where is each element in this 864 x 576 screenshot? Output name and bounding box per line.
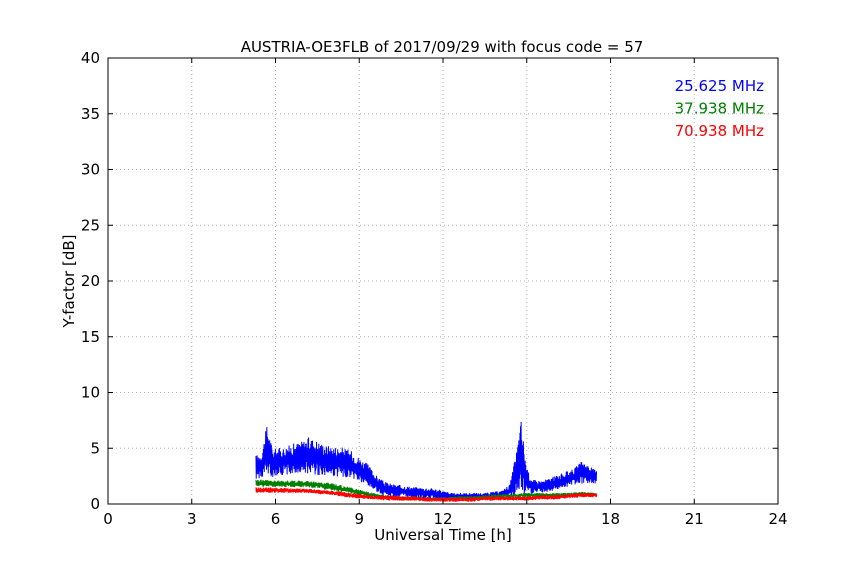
y-tick-label: 35 [81,105,100,123]
legend-entry: 70.938 MHz [675,122,764,140]
x-tick-label: 3 [187,510,197,528]
x-tick-label: 15 [517,510,536,528]
x-tick-label: 0 [103,510,113,528]
legend: 25.625 MHz 37.938 MHz 70.938 MHz [675,77,764,140]
chart-title: AUSTRIA-OE3FLB of 2017/09/29 with focus … [241,38,644,56]
series-group [255,421,598,502]
x-tick-label: 18 [601,510,620,528]
y-tick-label: 10 [81,384,100,402]
y-axis-label: Y-factor [dB] [60,234,78,328]
x-tick-label: 6 [271,510,281,528]
legend-entry: 25.625 MHz [675,77,764,95]
legend-entry: 37.938 MHz [675,100,764,118]
tick-labels: 0 3 6 9 12 15 18 21 24 0 5 10 15 20 25 30 35 40 [81,49,788,528]
y-tick-label: 5 [90,439,100,457]
y-tick-label: 0 [90,495,100,513]
x-tick-label: 12 [433,510,452,528]
series-line [255,487,598,502]
ticks [107,57,779,505]
series-line [255,421,598,501]
y-tick-label: 20 [81,272,100,290]
x-tick-label: 21 [685,510,704,528]
y-tick-label: 30 [81,161,100,179]
x-tick-label: 24 [768,510,787,528]
y-tick-label: 15 [81,328,100,346]
y-tick-label: 25 [81,216,100,234]
x-axis-label: Universal Time [h] [374,526,512,544]
x-tick-label: 9 [354,510,364,528]
y-tick-label: 40 [81,49,100,67]
